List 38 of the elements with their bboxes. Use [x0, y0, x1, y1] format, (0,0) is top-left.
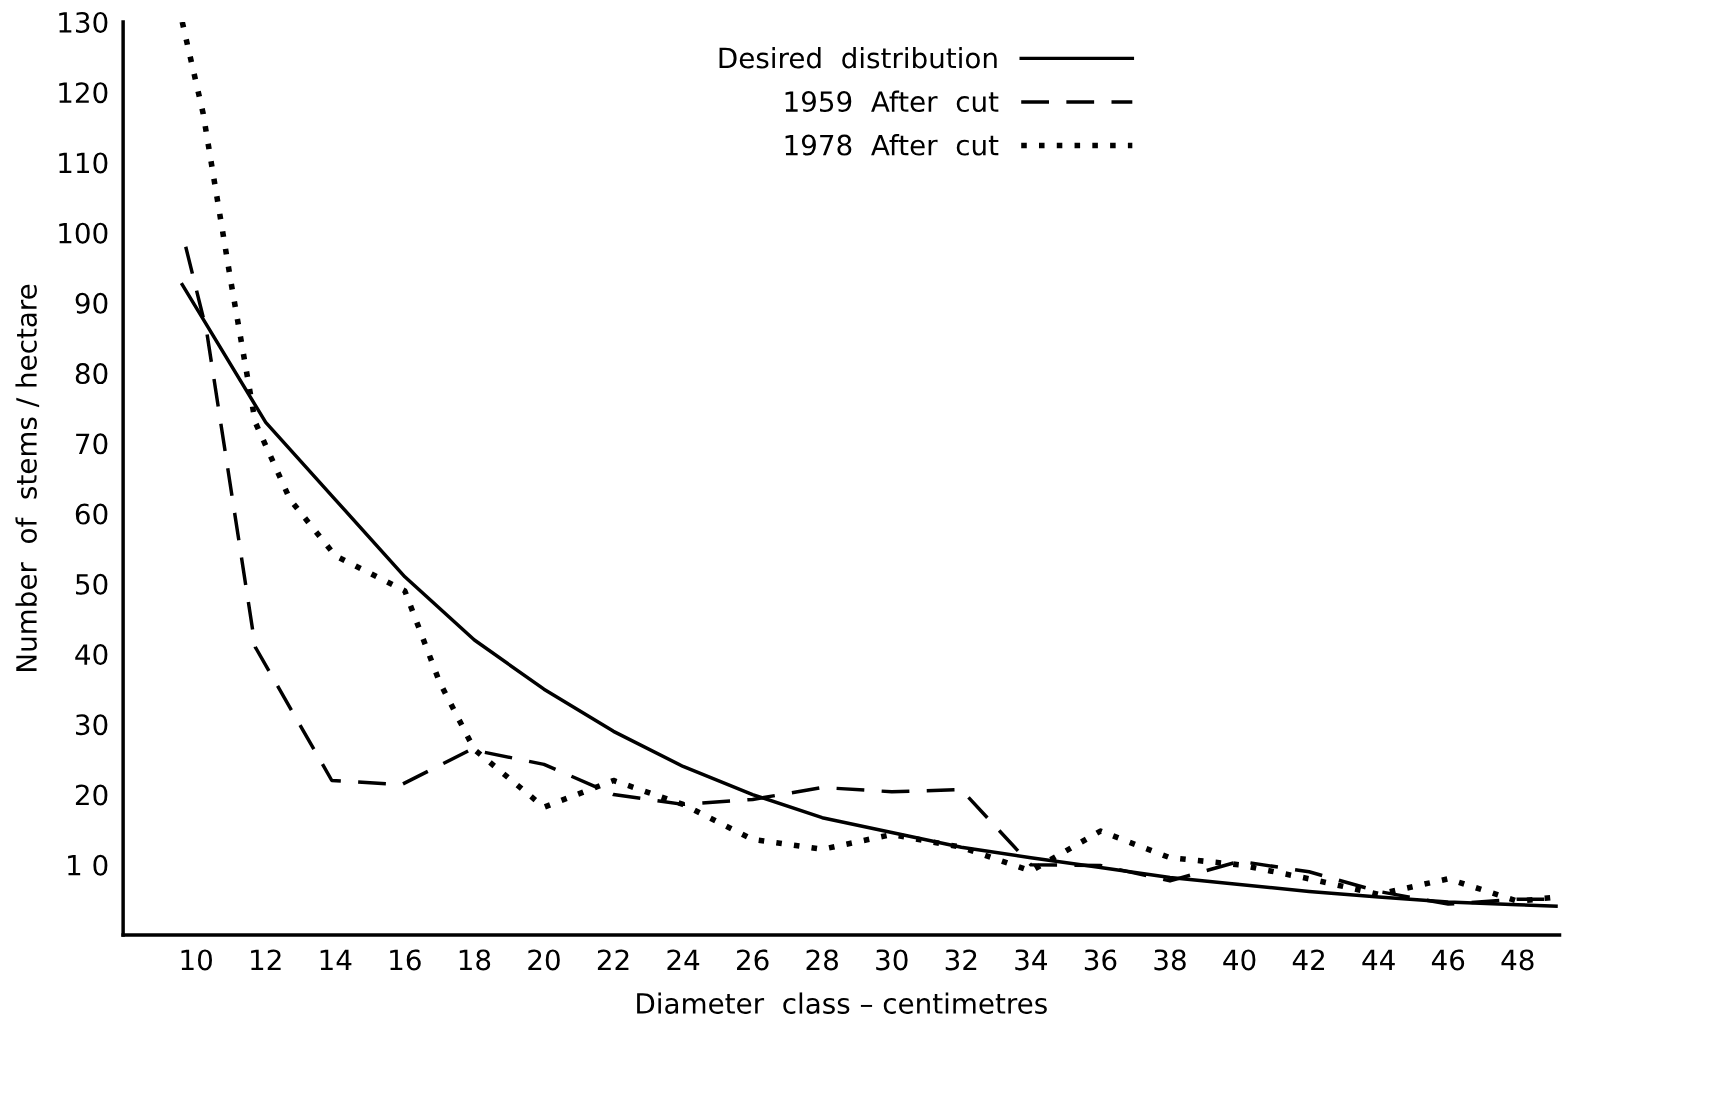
- y-tick-label: 40: [75, 644, 108, 666]
- y-tick-label: 90: [75, 292, 108, 314]
- x-tick-label: 20: [528, 949, 560, 971]
- y-tick-label: 80: [75, 363, 108, 385]
- y-tick-label: 1 0: [68, 854, 108, 876]
- x-tick-label: 12: [251, 949, 281, 970]
- x-tick-label: 40: [1223, 949, 1256, 971]
- legend-label: 1959 After cut: [785, 90, 999, 113]
- x-tick-label: 44: [1362, 949, 1395, 970]
- x-tick-label: 24: [667, 949, 700, 970]
- x-tick-label: 46: [1431, 949, 1465, 971]
- legend-label: Desired distribution: [719, 47, 997, 69]
- x-tick-label: 22: [597, 949, 629, 970]
- x-tick-label: 16: [390, 949, 421, 971]
- y-tick-label: 120: [59, 82, 108, 104]
- x-tick-label: 48: [1501, 949, 1534, 971]
- x-tick-label: 42: [1292, 949, 1324, 970]
- y-tick-label: 20: [75, 784, 108, 806]
- x-tick-label: 18: [459, 949, 491, 971]
- x-tick-label: 10: [181, 949, 212, 971]
- y-axis-title: Number of stems / hectare: [15, 284, 40, 671]
- y-tick-label: 50: [76, 573, 108, 595]
- y-tick-label: 100: [59, 222, 108, 244]
- legend-label: 1978 After cut: [785, 134, 999, 156]
- x-tick-label: 14: [320, 949, 352, 970]
- x-axis-title: Diameter class – centimetres: [637, 992, 1047, 1014]
- y-tick-label: 60: [75, 503, 108, 525]
- x-tick-label: 26: [736, 949, 769, 971]
- x-tick-label: 38: [1154, 949, 1186, 971]
- x-tick-label: 36: [1084, 949, 1117, 971]
- x-tick-label: 34: [1015, 949, 1047, 971]
- y-tick-label: 110: [59, 152, 108, 174]
- x-tick-label: 30: [876, 949, 908, 971]
- x-tick-label: 28: [806, 949, 838, 971]
- x-tick-label: 32: [945, 949, 977, 971]
- y-tick-label: 30: [76, 714, 108, 736]
- y-tick-label: 70: [76, 433, 108, 455]
- y-tick-label: 130: [59, 11, 108, 33]
